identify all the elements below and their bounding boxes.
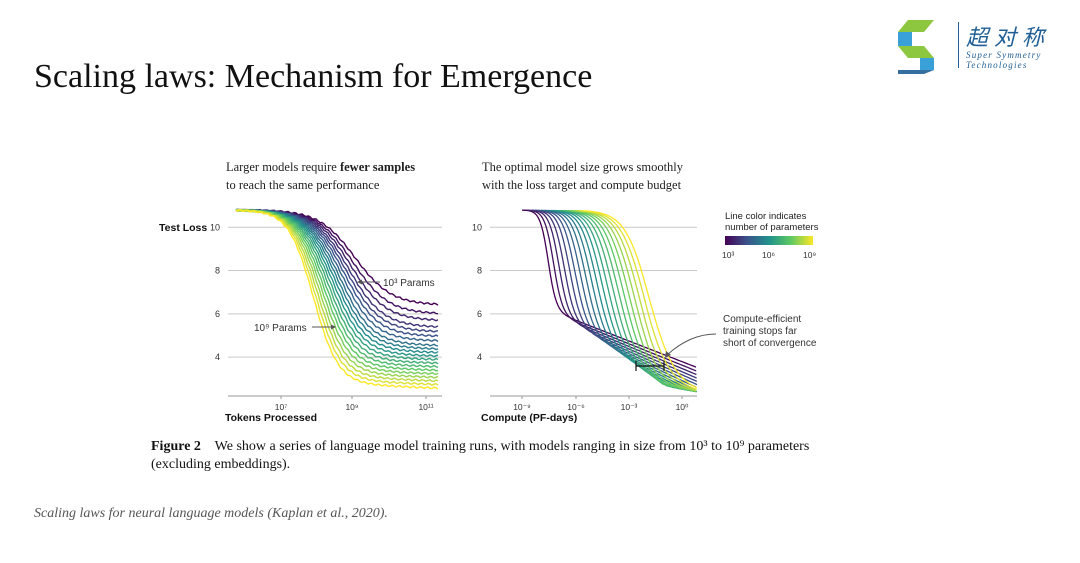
y-tick-label: 4 <box>215 352 220 362</box>
legend-tick-2: 10⁹ <box>803 250 816 260</box>
figure-caption-label: Figure 2 <box>151 439 201 454</box>
y-axis-label: Test Loss <box>159 222 207 234</box>
x-tick-label: 10⁷ <box>275 402 288 412</box>
logo-english-line1: Super Symmetry <box>966 50 1042 60</box>
compute-curve <box>582 210 698 389</box>
compute-curve <box>566 209 696 392</box>
left-chart: 10 8 6 4 10⁷ 10⁹ 10¹¹ Tokens Processed Test Loss… <box>159 208 442 424</box>
annotation-line: short of convergence <box>723 338 817 349</box>
legend-title-line1: Line color indicates <box>725 211 807 222</box>
annotation-compute-efficient: Compute-efficient training stops far short… <box>723 314 817 349</box>
right-heading-line1: The optimal model size grows smoothly <box>482 160 684 174</box>
y-tick-label: 6 <box>477 309 482 319</box>
annotation-large-model: 10⁹ Params <box>254 323 307 334</box>
compute-curve <box>563 209 696 393</box>
left-chart-heading: Larger models require fewer samples to r… <box>226 158 415 194</box>
y-tick-label: 6 <box>215 309 220 319</box>
annotation-small-model: 10³ Params <box>383 278 435 289</box>
figure-caption: Figure 2 We show a series of language mo… <box>151 438 851 474</box>
annotation-line: training stops far <box>723 326 798 337</box>
legend-colorbar <box>725 236 813 245</box>
legend-title-line2: number of parameters <box>725 222 819 233</box>
source-citation: Scaling laws for neural language models … <box>34 506 388 521</box>
left-heading-line2: to reach the same performance <box>226 178 380 192</box>
logo-chinese-text: 超对称 <box>966 26 1051 51</box>
y-tick-label: 8 <box>477 266 482 276</box>
compute-curve <box>573 209 697 392</box>
compute-curve <box>550 209 697 393</box>
parameter-color-legend: Line color indicates number of parameter… <box>722 211 819 260</box>
company-logo: 超对称 Super Symmetry Technologies <box>892 16 1072 76</box>
x-tick-label: 10¹¹ <box>418 402 433 412</box>
compute-curve <box>576 209 697 392</box>
compute-curve <box>541 209 696 388</box>
x-tick-label: 10⁹ <box>345 402 358 412</box>
compute-curve <box>569 209 697 392</box>
loss-curve <box>235 208 439 361</box>
annotation-arrowhead <box>357 279 362 285</box>
x-axis-label: Tokens Processed <box>225 412 317 424</box>
annotation-arrowhead <box>331 324 336 330</box>
x-axis-label: Compute (PF-days) <box>481 412 577 424</box>
x-tick-label: 10⁻⁶ <box>567 402 584 412</box>
compute-curve <box>557 209 697 393</box>
annotation-arrow <box>666 333 717 356</box>
compute-curve <box>528 209 697 376</box>
left-heading-bold: fewer samples <box>339 160 416 174</box>
annotation-line: Compute-efficient <box>723 314 801 325</box>
loss-curve <box>235 209 439 383</box>
y-tick-label: 8 <box>215 266 220 276</box>
logo-s-mark-icon <box>898 20 934 74</box>
slide-title: Scaling laws: Mechanism for Emergence <box>34 58 593 95</box>
right-heading-line2: with the loss target and compute budget <box>482 178 682 192</box>
compute-curve <box>547 209 697 393</box>
loss-curve <box>235 208 439 386</box>
legend-tick-0: 10³ <box>722 250 734 260</box>
left-heading-pre: Larger models require <box>226 160 340 174</box>
annotation-arrowhead <box>665 351 671 358</box>
compute-curve <box>531 209 697 379</box>
right-chart: 10 8 6 4 10⁻⁹ 10⁻⁶ 10⁻³ 10⁰ Compute (PF-days) Com… <box>472 209 817 424</box>
figure-caption-text: We show a series of language model train… <box>151 439 810 472</box>
compute-curve <box>537 209 698 386</box>
right-chart-heading: The optimal model size grows smoothly wi… <box>482 158 683 194</box>
logo-english-line2: Technologies <box>966 60 1028 70</box>
loss-curve <box>235 209 439 390</box>
y-tick-label: 4 <box>477 352 482 362</box>
logo-divider <box>958 22 959 68</box>
compute-curve <box>579 210 697 391</box>
x-tick-label: 10⁰ <box>676 402 689 412</box>
y-tick-label: 10 <box>472 222 482 232</box>
x-tick-label: 10⁻³ <box>621 402 638 412</box>
legend-tick-1: 10⁶ <box>762 250 775 260</box>
y-tick-label: 10 <box>210 222 220 232</box>
x-tick-label: 10⁻⁹ <box>513 402 531 412</box>
compute-curve <box>525 209 697 372</box>
